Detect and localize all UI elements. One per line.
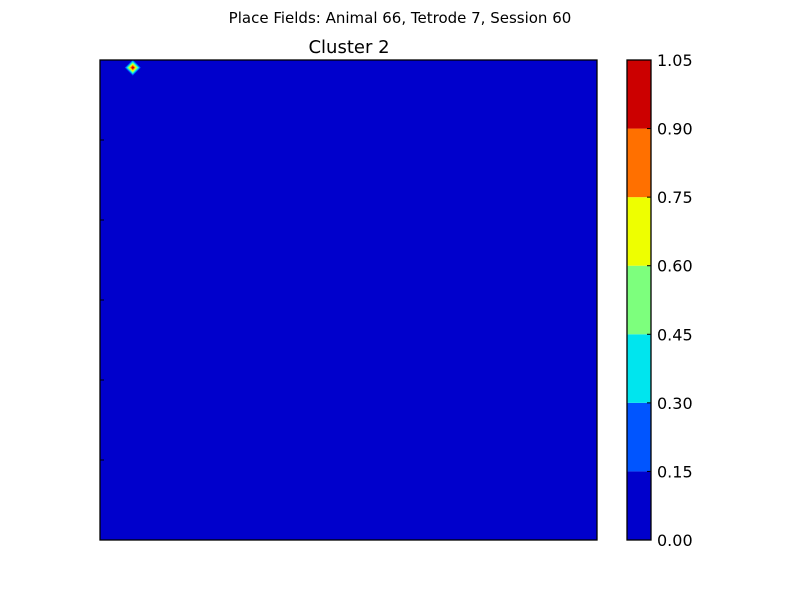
colorbar-band-0 bbox=[627, 471, 651, 540]
colorbar-tick-label: 0.15 bbox=[657, 462, 693, 481]
y-axis-ticks bbox=[100, 139, 104, 461]
heatmap-plot bbox=[100, 59, 597, 540]
colorbar-band-3 bbox=[627, 265, 651, 335]
colorbar-frame bbox=[626, 59, 652, 541]
colorbar-tick-label: 0.60 bbox=[657, 257, 693, 276]
colorbar-band-2 bbox=[627, 334, 651, 403]
colorbar-tick-label: 0.00 bbox=[657, 531, 693, 550]
colorbar-band-1 bbox=[627, 402, 651, 472]
axes-title: Cluster 2 bbox=[308, 37, 389, 58]
colorbar-tick-label: 0.75 bbox=[657, 188, 693, 207]
colorbar-band-6 bbox=[627, 60, 651, 129]
colorbar-tick-label: 0.90 bbox=[657, 120, 693, 139]
colorbar-tick-label: 0.45 bbox=[657, 325, 693, 344]
colorbar-band-5 bbox=[627, 128, 651, 198]
colorbar-band-4 bbox=[627, 197, 651, 266]
colorbar-tick-label: 1.05 bbox=[657, 51, 693, 70]
heatmap-background bbox=[100, 60, 597, 540]
peak-0-contour-6 bbox=[131, 66, 135, 70]
colorbar-tick-label: 0.30 bbox=[657, 394, 693, 413]
colorbar: 0.00 0.15 0.30 0.45 0.60 0.75 0.90 1.05 bbox=[626, 51, 693, 550]
figure-suptitle: Place Fields: Animal 66, Tetrode 7, Sess… bbox=[228, 9, 572, 27]
